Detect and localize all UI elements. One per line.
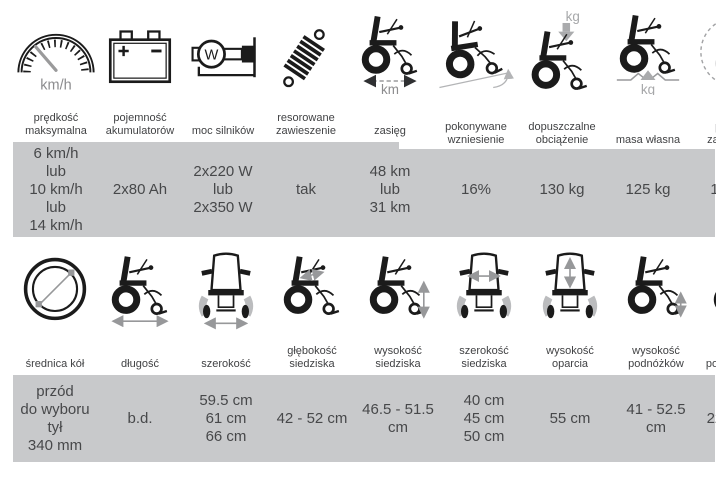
spec-max-incline: pokonywane wzniesienie 16% (433, 0, 519, 237)
svg-text:W: W (205, 47, 219, 63)
wheelchair-weight-icon: kg (605, 0, 691, 104)
spec-value: 6 km/h lub 10 km/h lub 14 km/h (29, 144, 83, 234)
spec-motor-power: W moc silników 2x220 W lub 2x350 W (181, 0, 265, 237)
spec-value: 42 - 52 cm (276, 409, 348, 427)
footrest-height-icon (613, 240, 699, 340)
spec-value: 41 - 52.5 cm (626, 400, 686, 436)
spec-label: wysokość podłokietników (705, 358, 716, 370)
spec-seat-height: wysokość siedziska 46.5 - 51.5 cm (355, 240, 441, 462)
spec-label: szerokość (201, 358, 251, 370)
spec-value: 2x80 Ah (112, 180, 168, 198)
spec-backrest-height: wysokość oparcia 55 cm (527, 240, 613, 462)
svg-text:km/h: km/h (40, 78, 71, 92)
spec-label: pokonywane wzniesienie (445, 121, 507, 146)
svg-text:km: km (381, 82, 399, 94)
spec-armrest-height: wysokość podłokietników 22 - 45 cm (699, 240, 716, 462)
spec-value: 40 cm 45 cm 50 cm (463, 391, 505, 445)
spec-seat-depth: głębokość siedziska 42 - 52 cm (269, 240, 355, 462)
spec-max-load: kg dopuszczalne obciążenie 130 kg (519, 0, 605, 237)
spec-label: pojemność akumulatorów (105, 112, 175, 137)
spec-value: 16% (460, 180, 492, 198)
value-band-bottom (13, 375, 715, 462)
svg-text:kg: kg (566, 9, 580, 24)
spec-footrest-height: wysokość podnóżków 41 - 52.5 cm (613, 240, 699, 462)
spec-wheel-diameter: średnica kół przód do wyboru tył 340 mm (13, 240, 97, 462)
spec-suspension: resorowane zawieszenie tak (265, 0, 347, 237)
spec-label: długość (121, 358, 159, 370)
spec-label: dopuszczalne obciążenie (528, 121, 596, 146)
wheel-diameter-icon (13, 240, 97, 340)
spec-value: 132 cm (710, 180, 716, 198)
spec-width: szerokość 59.5 cm 61 cm 66 cm (183, 240, 269, 462)
wheelchair-length-icon (97, 240, 183, 340)
spec-label: prędkość maksymalna (25, 112, 87, 137)
wheelchair-incline-icon (433, 0, 519, 104)
spec-turning-radius: promień zawracania 132 cm (691, 0, 716, 237)
spec-weight: kg masa własna 125 kg (605, 0, 691, 237)
spec-value: 59.5 cm 61 cm 66 cm (199, 391, 253, 445)
spec-row-bottom: średnica kół przód do wyboru tył 340 mm … (13, 240, 716, 462)
spec-length: długość b.d. (97, 240, 183, 462)
spec-value: 46.5 - 51.5 cm (362, 400, 434, 436)
spec-seat-width: szerokość siedziska 40 cm 45 cm 50 cm (441, 240, 527, 462)
value-band-top-left (13, 142, 399, 237)
spec-label: zasięg (374, 125, 406, 137)
spec-row-top: km/h prędkość maksymalna 6 km/h lub 10 k… (13, 0, 716, 237)
spec-label: wysokość oparcia (546, 345, 594, 370)
suspension-spring-icon (265, 0, 347, 104)
wheelchair-width-icon (183, 240, 269, 340)
turning-radius-icon (691, 0, 716, 104)
spec-battery-capacity: pojemność akumulatorów 2x80 Ah (99, 0, 181, 237)
wheelchair-range-icon: km (347, 0, 433, 104)
spec-label: promień zawracania (707, 121, 716, 146)
value-band-top-right (399, 149, 715, 237)
spec-value: 2x220 W lub 2x350 W (193, 162, 253, 216)
spec-label: wysokość siedziska (374, 345, 422, 370)
spec-value: 130 kg (539, 180, 585, 198)
speedometer-icon: km/h (13, 0, 99, 104)
motor-power-icon: W (181, 0, 265, 104)
seat-depth-icon (269, 240, 355, 340)
wheelchair-max-load-icon: kg (519, 0, 605, 104)
spec-value: przód do wyboru tył 340 mm (20, 382, 90, 454)
spec-range: km zasięg 48 km lub 31 km (347, 0, 433, 237)
spec-value: b.d. (127, 409, 153, 427)
spec-label: masa własna (615, 134, 681, 146)
spec-label: wysokość podnóżków (628, 345, 684, 370)
spec-label: moc silników (191, 125, 255, 137)
spec-label: głębokość siedziska (287, 345, 337, 370)
spec-value: 125 kg (625, 180, 671, 198)
spec-label: średnica kół (25, 358, 85, 370)
seat-height-icon (355, 240, 441, 340)
spec-value: 55 cm (549, 409, 591, 427)
spec-label: szerokość siedziska (459, 345, 509, 370)
backrest-height-icon (527, 240, 613, 340)
spec-value: 48 km lub 31 km (369, 162, 411, 216)
spec-label: resorowane zawieszenie (276, 112, 336, 137)
spec-value: tak (295, 180, 316, 198)
battery-icon (99, 0, 181, 104)
armrest-height-icon (699, 240, 716, 340)
spec-value: 22 - 45 cm (706, 409, 716, 427)
svg-text:kg: kg (641, 82, 655, 95)
spec-max-speed: km/h prędkość maksymalna 6 km/h lub 10 k… (13, 0, 99, 237)
seat-width-icon (441, 240, 527, 340)
